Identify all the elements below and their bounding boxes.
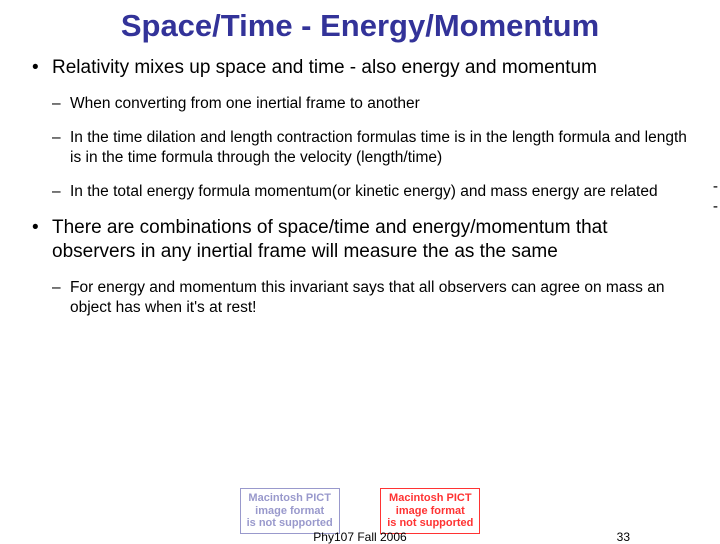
pict1-line3: is not supported xyxy=(247,517,333,529)
stray-dash-1: - xyxy=(713,178,718,196)
bullet-1: Relativity mixes up space and time - als… xyxy=(30,56,690,202)
pict2-line3: is not supported xyxy=(387,517,473,529)
sub-2-1: For energy and momentum this invariant s… xyxy=(52,278,690,318)
bullet-1-text: Relativity mixes up space and time - als… xyxy=(52,57,597,78)
sub-1-1: When converting from one inertial frame … xyxy=(52,94,690,114)
bullet-2: There are combinations of space/time and… xyxy=(30,216,690,318)
pict1-line2: image format xyxy=(255,505,324,517)
bullet-2-text: There are combinations of space/time and… xyxy=(52,217,608,262)
pict-placeholder-1: Macintosh PICT image format is not suppo… xyxy=(240,488,340,534)
slide-title: Space/Time - Energy/Momentum xyxy=(30,8,690,44)
pict-row: Macintosh PICT image format is not suppo… xyxy=(0,488,720,534)
pict-placeholder-2: Macintosh PICT image format is not suppo… xyxy=(380,488,480,534)
pict2-line1: Macintosh PICT xyxy=(389,492,472,504)
pict2-line2: image format xyxy=(396,505,465,517)
stray-dash-2: - xyxy=(713,198,718,216)
page-number: 33 xyxy=(617,530,630,544)
sub-1-2: In the time dilation and length contract… xyxy=(52,128,690,168)
sub-list-2: For energy and momentum this invariant s… xyxy=(52,278,690,318)
sub-list-1: When converting from one inertial frame … xyxy=(52,94,690,203)
footer-text: Phy107 Fall 2006 xyxy=(313,530,406,544)
pict1-line1: Macintosh PICT xyxy=(248,492,331,504)
bullet-list: Relativity mixes up space and time - als… xyxy=(30,56,690,318)
sub-1-3: In the total energy formula momentum(or … xyxy=(52,182,690,202)
